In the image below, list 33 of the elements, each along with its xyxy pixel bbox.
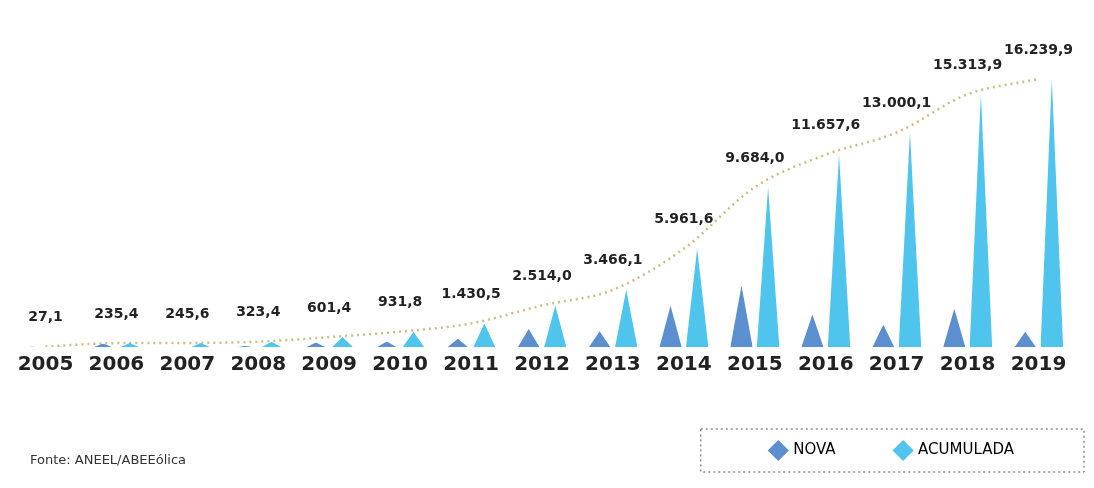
x-tick-label: 2017 — [868, 351, 925, 376]
x-tick-label: 2013 — [585, 351, 641, 376]
x-tick-label: 2012 — [514, 351, 570, 376]
data-label: 235,4 — [94, 304, 139, 321]
x-tick-label: 2009 — [301, 351, 358, 376]
data-label: 3.466,1 — [583, 251, 643, 268]
x-tick-label: 2015 — [726, 351, 783, 376]
x-tick-label: 2007 — [159, 351, 216, 376]
data-label: 11.657,6 — [791, 116, 861, 133]
data-label: 1.430,5 — [441, 285, 501, 302]
x-tick-label: 2011 — [443, 351, 499, 376]
x-tick-label: 2016 — [797, 351, 854, 376]
data-label: 323,4 — [236, 303, 281, 320]
data-label: 13.000,1 — [862, 94, 932, 111]
data-label: 245,6 — [165, 304, 210, 321]
x-tick-label: 2019 — [1010, 351, 1067, 376]
x-tick-label: 2006 — [88, 351, 145, 376]
data-label: 5.961,6 — [654, 210, 714, 227]
data-label: 27,1 — [28, 308, 63, 325]
x-tick-label: 2005 — [17, 351, 74, 376]
x-tick-label: 2014 — [656, 351, 712, 376]
x-tick-label: 2008 — [230, 351, 287, 376]
source-note: Fonte: ANEEL/ABEEólica — [30, 452, 187, 467]
x-tick-label: 2010 — [372, 351, 428, 376]
data-label: 9.684,0 — [725, 148, 785, 165]
data-label: 601,4 — [307, 298, 352, 315]
data-label: 16.239,9 — [1003, 40, 1074, 57]
legend-label: ACUMULADA — [918, 440, 1015, 459]
data-label: 2.514,0 — [512, 267, 572, 284]
data-label: 931,8 — [377, 293, 423, 310]
x-tick-label: 2018 — [939, 351, 996, 376]
legend-label: NOVA — [793, 440, 837, 459]
data-label: 15.313,9 — [933, 55, 1003, 72]
